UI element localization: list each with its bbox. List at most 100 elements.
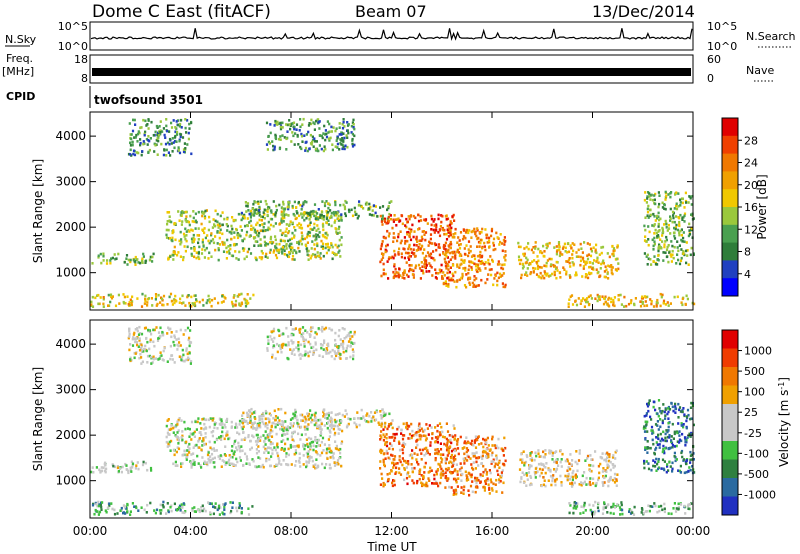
velocity-echo-cell-2 [325,449,329,452]
power-echo-cell-2 [232,243,236,247]
power-echo-cell-4 [423,256,426,260]
velocity-echo-cell-3 [346,424,349,428]
power-echo-cell-8 [673,220,676,224]
power-echo-cell-6 [575,255,578,258]
velocity-echo-cell-4 [454,434,457,437]
velocity-echo-cell-3 [340,419,343,423]
power-echo-cell-8 [681,240,684,243]
velocity-echo-cell-2 [320,422,323,426]
power-echo-cell-6 [569,265,572,268]
power-echo-cell-3 [296,211,299,215]
power-echo-cell-2 [293,236,296,239]
velocity-echo-cell-2 [315,423,318,427]
power-echo-cell-5 [449,266,452,269]
velocity-echo-cell-7 [588,503,591,507]
velocity-echo-cell-6 [553,468,556,471]
power-echo-cell-6 [543,250,546,253]
velocity-echo-cell-2 [298,461,301,464]
velocity-echo-cell-0 [145,511,148,514]
power-echo-cell-8 [669,217,672,220]
velocity-echo-cell-4 [390,422,393,425]
power-echo-cell-6 [610,264,613,267]
power-echo-cell-3 [381,205,385,208]
power-echo-cell-4 [440,214,443,217]
velocity-echo-cell-4 [427,433,430,436]
velocity-echo-cell-0 [119,509,122,512]
velocity-echo-cell-2 [264,437,267,440]
power-echo-cell-4 [435,243,438,246]
velocity-echo-cell-2 [284,442,287,446]
velocity-echo-cell-2 [339,447,342,451]
power-echo-cell-4 [409,255,412,258]
power-echo-cell-2 [295,251,298,255]
power-echo-cell-5 [454,227,457,231]
velocity-echo-cell-4 [448,440,451,443]
power-echo-cell-4 [412,248,415,251]
velocity-echo-cell-8 [645,423,648,426]
power-echo-cell-9 [142,118,145,122]
velocity-echo-cell-4 [413,452,416,455]
power-echo-cell-2 [239,225,242,228]
velocity-echo-cell-3 [260,414,263,418]
velocity-echo-cell-2 [274,448,277,452]
power-echo-cell-7 [596,299,599,303]
velocity-echo-cell-7 [602,506,605,509]
power-echo-cell-10 [301,140,304,143]
velocity-echo-cell-6 [576,469,579,473]
power-echo-cell-6 [550,263,553,266]
velocity-echo-cell-4 [408,475,411,478]
velocity-echo-cell-2 [255,428,258,431]
power-echo-cell-6 [542,244,545,248]
velocity-echo-cell-5 [491,451,494,455]
velocity-echo-cell-3 [391,419,394,422]
power-echo-cell-2 [254,231,257,234]
power-echo-cell-5 [447,264,450,268]
velocity-echo-cell-6 [613,481,617,484]
power-echo-cell-2 [338,225,341,229]
velocity-echo-cell-4 [400,432,403,435]
velocity-echo-cell-2 [174,464,177,467]
velocity-echo-cell-2 [203,422,206,426]
power-echo-cell-6 [572,249,575,253]
power-echo-cell-4 [447,276,450,279]
velocity-echo-cell-9 [128,348,131,352]
power-echo-cell-8 [670,191,673,194]
power-echo-cell-10 [352,126,355,129]
power-echo-cell-4 [410,228,413,232]
velocity-echo-cell-8 [688,466,691,469]
power-echo-cell-2 [227,245,230,248]
velocity-echo-cell-5 [459,469,462,473]
velocity-echo-cell-6 [599,455,602,459]
velocity-echo-cell-8 [677,402,680,406]
power-echo-cell-2 [190,228,193,232]
power-echo-cell-2 [321,247,325,250]
velocity-echo-cell-8 [676,440,679,443]
velocity-echo-cell-8 [685,438,688,442]
velocity-echo-cell-6 [568,478,571,481]
velocity-echo-cell-0 [113,512,117,516]
power-echo-cell-2 [268,251,272,254]
power-echo-cell-2 [186,245,189,249]
velocity-echo-cell-6 [555,458,558,462]
velocity-echo-cell-8 [673,430,676,434]
power-echo-cell-2 [226,238,229,242]
velocity-echo-cell-2 [259,457,262,460]
velocity-echo-cell-6 [542,476,545,479]
velocity-echo-cell-8 [673,451,676,455]
velocity-echo-cell-7 [579,512,582,515]
velocity-echo-cell-4 [394,472,397,475]
velocity-echo-cell-2 [267,433,270,436]
power-echo-cell-6 [564,246,567,250]
power-echo-cell-2 [185,215,188,218]
velocity-echo-cell-5 [460,486,463,489]
power-echo-cell-2 [171,231,174,235]
power-echo-cell-0 [102,302,105,306]
power-echo-cell-8 [646,253,649,257]
power-echo-cell-2 [228,252,231,255]
velocity-echo-cell-8 [669,465,672,468]
power-echo-cell-7 [610,297,613,300]
velocity-echo-cell-2 [211,419,214,422]
velocity-echo-cell-0 [223,512,226,516]
power-colorbar-segment [722,278,738,297]
